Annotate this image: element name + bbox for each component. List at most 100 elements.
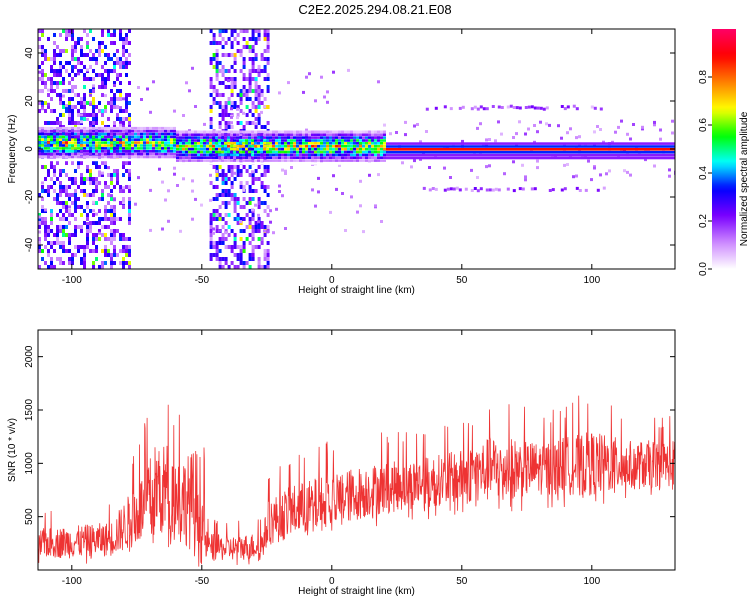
spectrogram-cell: [218, 193, 222, 197]
spectrogram-cell: [59, 73, 62, 77]
spectrogram-cell: [359, 153, 362, 157]
spectrogram-cell: [155, 147, 158, 150]
spectrogram-cell: [419, 156, 422, 160]
spectrogram-cell: [473, 150, 476, 154]
spectrogram-cell: [599, 148, 602, 151]
spectrogram-cell: [92, 113, 95, 117]
spectrogram-cell: [518, 187, 522, 191]
spectrogram-cell: [122, 152, 125, 156]
spectrogram-cell: [224, 159, 227, 162]
spectrogram-cell: [371, 150, 374, 154]
spectrogram-cell: [104, 150, 107, 153]
spectrogram-cell: [41, 69, 44, 73]
spectrogram-cell: [89, 169, 92, 173]
spectrogram-cell: [434, 153, 437, 157]
spectrogram-cell: [62, 113, 65, 117]
spectrogram-cell: [44, 121, 47, 125]
spectrogram-cell: [239, 109, 243, 113]
x-axis-label: Height of straight line (km): [298, 586, 415, 597]
spectrogram-cell: [278, 144, 281, 148]
spectrogram-cell: [248, 130, 251, 134]
spectrogram-cell: [308, 72, 311, 76]
spectrogram-cell: [182, 139, 185, 142]
spectrogram-cell: [230, 133, 233, 136]
spectrogram-cell: [368, 139, 371, 142]
spectrogram-cell: [227, 139, 230, 142]
spectrogram-cell: [119, 158, 122, 162]
spectrogram-cell: [536, 150, 539, 154]
spectrogram-cell: [305, 159, 308, 162]
spectrogram-cell: [128, 261, 131, 265]
spectrogram-cell: [218, 113, 222, 117]
spectrogram-cell: [104, 105, 107, 109]
spectrogram-cell: [122, 249, 125, 253]
spectrogram-cell: [308, 156, 311, 159]
spectrogram-cell: [281, 130, 284, 134]
spectrogram-cell: [458, 150, 461, 154]
spectrogram-cell: [248, 162, 251, 165]
spectrogram-cell: [77, 121, 80, 125]
spectrogram-cell: [566, 131, 569, 135]
spectrogram-cell: [134, 202, 137, 206]
spectrogram-cell: [461, 142, 464, 145]
spectrogram-cell: [263, 142, 266, 145]
spectrogram-cell: [215, 193, 219, 197]
spectrogram-cell: [296, 139, 299, 142]
spectrogram-cell: [128, 113, 131, 117]
spectrogram-cell: [146, 126, 149, 130]
spectrogram-cell: [47, 126, 50, 130]
spectrogram-cell: [479, 150, 482, 154]
spectrogram-cell: [227, 77, 231, 81]
spectrogram-cell: [62, 229, 65, 233]
spectrogram-cell: [245, 97, 249, 101]
spectrogram-cell: [341, 150, 344, 154]
spectrogram-cell: [521, 145, 524, 148]
spectrogram-cell: [371, 142, 374, 145]
spectrogram-cell: [44, 85, 47, 89]
spectrogram-cell: [641, 127, 644, 131]
spectrogram-cell: [104, 155, 107, 159]
spectrogram-cell: [338, 136, 341, 139]
spectrogram-cell: [644, 153, 647, 157]
spectrogram-cell: [254, 245, 258, 249]
spectrogram-cell: [410, 148, 413, 151]
spectrogram-cell: [308, 133, 311, 136]
spectrogram-cell: [296, 130, 299, 134]
spectrogram-cell: [203, 153, 206, 157]
spectrogram-cell: [266, 153, 269, 157]
spectrogram-cell: [119, 185, 122, 189]
spectrogram-cell: [302, 142, 305, 145]
spectrogram-cell: [521, 187, 525, 191]
spectrogram-cell: [284, 150, 287, 154]
spectrogram-cell: [476, 142, 479, 145]
spectrogram-cell: [80, 189, 83, 193]
spectrogram-cell: [59, 129, 62, 133]
spectrogram-cell: [62, 89, 65, 93]
spectrogram-cell: [575, 107, 579, 111]
spectrogram-cell: [404, 156, 407, 160]
spectrogram-cell: [95, 165, 98, 169]
spectrogram-cell: [107, 173, 110, 177]
spectrogram-cell: [569, 153, 572, 157]
spectrogram-cell: [227, 133, 230, 136]
spectrogram-cell: [143, 129, 146, 133]
spectrogram-cell: [125, 158, 128, 162]
spectrogram-cell: [110, 265, 113, 269]
spectrogram-cell: [620, 142, 623, 145]
spectrogram-cell: [44, 57, 47, 61]
spectrogram-cell: [50, 158, 53, 162]
spectrogram-cell: [230, 137, 234, 141]
spectrogram-cell: [350, 153, 353, 157]
spectrogram-cell: [95, 233, 98, 237]
spectrogram-cell: [170, 126, 173, 130]
spectrogram-cell: [371, 139, 374, 142]
spectrogram-cell: [149, 138, 152, 141]
spectrogram-cell: [83, 77, 86, 81]
spectrogram-cell: [71, 109, 74, 113]
spectrogram-cell: [125, 129, 128, 133]
spectrogram-cell: [110, 152, 113, 156]
spectrogram-cell: [92, 155, 95, 159]
spectrogram-cell: [359, 162, 362, 165]
spectrogram-cell: [110, 237, 113, 241]
spectrogram-cell: [44, 177, 47, 181]
